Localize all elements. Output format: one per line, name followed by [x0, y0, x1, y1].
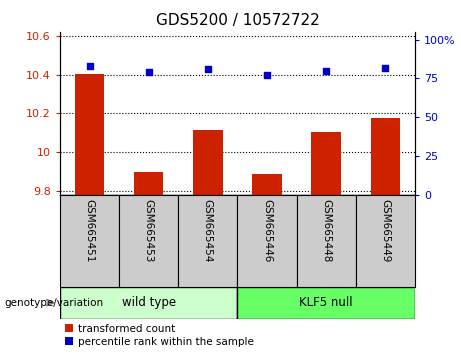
Bar — [252, 174, 282, 195]
Text: GSM665453: GSM665453 — [144, 199, 154, 263]
Point — [382, 65, 389, 70]
Bar — [356, 195, 415, 287]
Point — [204, 66, 212, 72]
Text: GSM665449: GSM665449 — [380, 199, 390, 263]
Text: GSM665446: GSM665446 — [262, 199, 272, 263]
Text: KLF5 null: KLF5 null — [299, 296, 353, 309]
Text: wild type: wild type — [122, 296, 176, 309]
Legend: transformed count, percentile rank within the sample: transformed count, percentile rank withi… — [65, 324, 254, 347]
Bar — [60, 287, 237, 319]
Bar — [371, 118, 400, 195]
Text: GSM665448: GSM665448 — [321, 199, 331, 263]
Bar — [193, 130, 223, 195]
Bar — [119, 195, 178, 287]
Bar — [75, 74, 104, 195]
Text: GSM665454: GSM665454 — [203, 199, 213, 263]
Title: GDS5200 / 10572722: GDS5200 / 10572722 — [155, 13, 319, 28]
Bar — [237, 287, 415, 319]
Point — [145, 69, 152, 75]
Bar — [178, 195, 237, 287]
Text: GSM665451: GSM665451 — [84, 199, 95, 263]
Bar — [296, 195, 356, 287]
Point — [322, 68, 330, 74]
Bar — [134, 172, 164, 195]
Bar — [60, 195, 119, 287]
Bar — [311, 132, 341, 195]
Bar — [237, 195, 296, 287]
Point — [86, 63, 93, 69]
Point — [263, 73, 271, 78]
Text: genotype/variation: genotype/variation — [5, 298, 104, 308]
